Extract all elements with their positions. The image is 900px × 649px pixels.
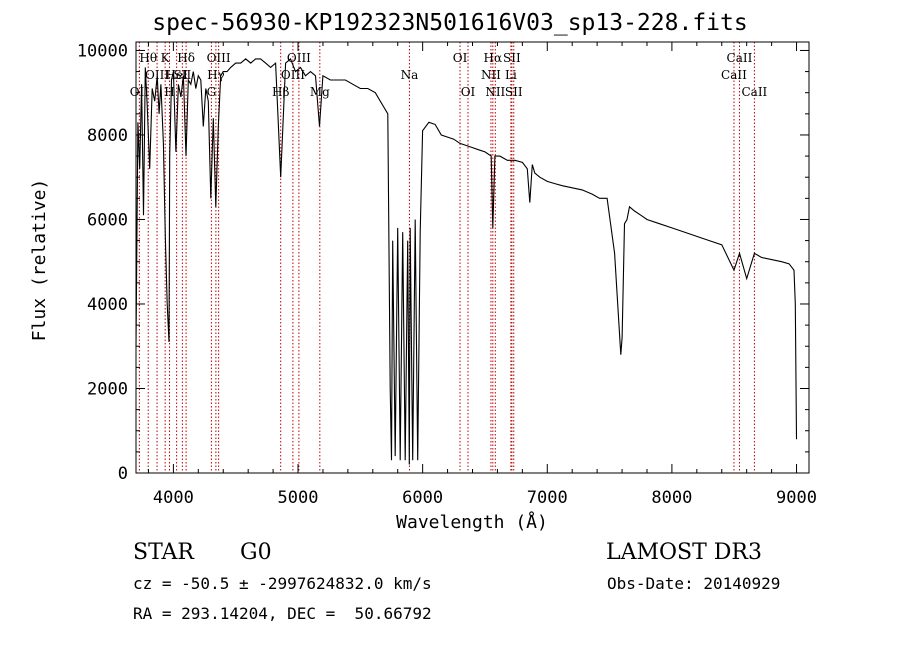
spectral-line-label: Hθ	[139, 51, 157, 65]
spectral-line-label: Li	[505, 68, 517, 82]
coordinates: RA = 293.14204, DEC = 50.66792	[133, 604, 432, 623]
x-tick-label: 6000	[402, 488, 443, 508]
obs-date: Obs-Date: 20140929	[607, 574, 781, 593]
spectral-line-label: CaII	[721, 68, 747, 82]
spectral-line-label: OIII	[287, 51, 311, 65]
x-tick-label: 7000	[527, 488, 568, 508]
y-axis-ticks: 0 2000 4000 6000 8000 10000	[77, 41, 809, 484]
spectral-line-label: SII	[505, 85, 523, 99]
y-axis-label: Flux (relative)	[29, 179, 50, 342]
spectrum-plot: OII Hθ OIII K H HeI Hδ SII G Hγ OIII Hβ OIII OIII Mg Na…	[29, 41, 817, 533]
spectral-line-markers	[138, 42, 755, 473]
spectral-line-label: OIII	[281, 68, 305, 82]
x-tick-label: 5000	[278, 488, 319, 508]
spectral-line-label: OI	[461, 85, 476, 99]
spectral-line-label: H	[164, 85, 174, 99]
spectral-line-label: Hβ	[272, 85, 289, 99]
spectral-line-label: OIII	[145, 68, 169, 82]
spectral-line-label: SII	[503, 51, 521, 65]
chart-title: spec-56930-KP192323N501616V03_sp13-228.f…	[152, 10, 748, 36]
spectral-line-label: SII	[174, 68, 192, 82]
spectral-line-label: HeI	[165, 68, 188, 82]
object-class: STAR	[133, 540, 194, 565]
survey-label: LAMOST DR3	[606, 540, 762, 565]
spectral-line-label: Hα	[484, 51, 503, 65]
x-tick-label: 8000	[651, 488, 692, 508]
spectral-line-labels: OII Hθ OIII K H HeI Hδ SII G Hγ OIII Hβ OIII OIII Mg Na…	[130, 51, 768, 99]
spectral-line-label: NII	[485, 85, 505, 99]
spectral-line-label: G	[207, 85, 217, 99]
spectral-line-label: OIII	[207, 51, 231, 65]
y-tick-label: 2000	[87, 379, 128, 399]
x-tick-label: 4000	[153, 488, 194, 508]
spectral-line-label: CaII	[741, 85, 767, 99]
plot-frame	[135, 41, 810, 474]
spectral-line-label: Na	[401, 68, 419, 82]
spectral-line-label: OI	[453, 51, 468, 65]
y-tick-label: 6000	[87, 210, 128, 230]
object-subclass: G0	[240, 540, 272, 565]
spectral-line-label: Hγ	[207, 68, 225, 82]
x-axis-label: Wavelength (Å)	[396, 511, 548, 533]
spectral-line-label: K	[161, 51, 171, 65]
y-tick-label: 8000	[87, 126, 128, 146]
x-tick-label: 9000	[776, 488, 817, 508]
redshift-text: cz = -50.5 ± -2997624832.0 km/s	[133, 574, 432, 593]
y-tick-label: 0	[118, 464, 128, 484]
spectral-line-label: Mg	[310, 85, 330, 99]
spectral-line-label: Hδ	[177, 51, 195, 65]
x-axis-ticks: 4000 5000 6000 7000 8000 9000	[147, 42, 817, 508]
spectrum-line	[135, 57, 798, 465]
spectral-line-label: OII	[130, 85, 150, 99]
y-tick-label: 10000	[77, 41, 128, 61]
spectral-line-label: NII	[481, 68, 501, 82]
spectral-line-label: CaII	[727, 51, 753, 65]
y-tick-label: 4000	[87, 295, 128, 315]
